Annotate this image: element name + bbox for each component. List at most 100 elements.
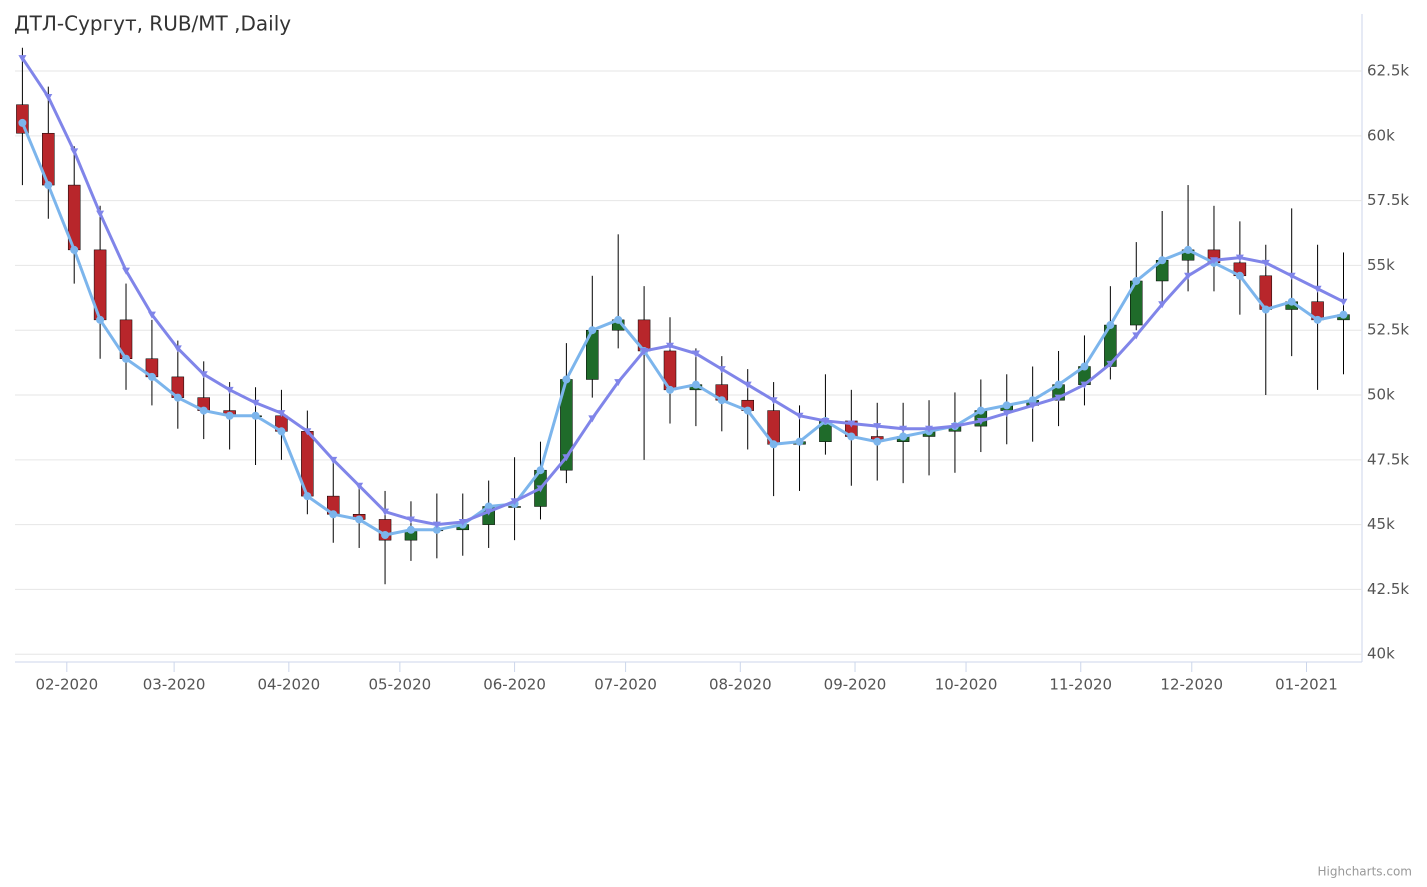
line-marker	[277, 410, 286, 418]
line-marker	[976, 406, 985, 415]
line-marker	[873, 437, 882, 446]
y-tick-label: 50k	[1367, 386, 1395, 404]
y-tick-label: 60k	[1367, 126, 1395, 144]
line-marker	[795, 412, 804, 420]
y-tick-label: 57.5k	[1367, 191, 1409, 209]
y-tick-label: 62.5k	[1367, 62, 1409, 80]
line-marker	[1080, 381, 1089, 389]
line-marker	[18, 55, 27, 63]
line-marker	[147, 372, 156, 381]
line-marker	[303, 492, 312, 501]
x-tick-label: 09-2020	[824, 676, 887, 694]
line-marker	[147, 311, 156, 319]
y-tick-label: 45k	[1367, 515, 1395, 533]
y-tick-label: 52.5k	[1367, 321, 1409, 339]
line-marker	[122, 267, 131, 275]
line-marker	[769, 397, 778, 405]
line-marker	[665, 385, 674, 394]
line-marker	[1184, 272, 1193, 280]
x-tick-label: 05-2020	[369, 676, 432, 694]
line-marker	[614, 379, 623, 387]
line-marker	[225, 386, 234, 394]
line-marker	[795, 437, 804, 446]
x-tick-label: 03-2020	[143, 676, 206, 694]
line-marker	[381, 508, 390, 516]
line-marker	[484, 508, 493, 516]
line-marker	[821, 417, 830, 425]
line-marker	[1106, 321, 1115, 330]
line-marker	[199, 406, 208, 415]
line-marker	[1261, 305, 1270, 314]
line-marker	[1235, 271, 1244, 280]
line-marker	[1184, 245, 1193, 254]
line-marker	[1132, 276, 1141, 285]
line-marker	[1028, 396, 1037, 405]
line-marker	[743, 381, 752, 389]
line-marker	[44, 93, 53, 101]
line-marker	[96, 210, 105, 218]
line-marker	[640, 347, 649, 355]
y-tick-label: 55k	[1367, 256, 1395, 274]
line-marker	[588, 415, 597, 423]
line-marker	[355, 482, 364, 490]
line-marker	[1287, 297, 1296, 306]
line-marker	[1002, 401, 1011, 410]
line-marker	[1261, 259, 1270, 267]
line-marker	[70, 245, 79, 254]
line-marker	[1054, 394, 1063, 402]
line-marker	[432, 521, 441, 529]
line-marker	[614, 315, 623, 324]
line-marker	[251, 411, 260, 420]
chart-title: ДТЛ-Сургут, RUB/MT ,Daily	[14, 12, 291, 36]
line-marker	[458, 519, 467, 527]
line-marker	[277, 427, 286, 436]
line-marker	[769, 440, 778, 449]
x-tick-label: 11-2020	[1049, 676, 1112, 694]
x-tick-label: 04-2020	[257, 676, 320, 694]
line-marker	[1158, 301, 1167, 309]
line-marker	[950, 423, 959, 431]
credits[interactable]: Highcharts.com	[1318, 865, 1412, 879]
line-marker	[562, 454, 571, 462]
line-marker	[1028, 402, 1037, 410]
line-marker	[1313, 315, 1322, 324]
line	[21, 57, 1345, 527]
line-marker	[691, 350, 700, 358]
y-tick-label: 40k	[1367, 645, 1395, 663]
line-marker	[536, 466, 545, 475]
line-marker	[355, 515, 364, 524]
x-tick-label: 12-2020	[1160, 676, 1223, 694]
y-tick-label: 47.5k	[1367, 450, 1409, 468]
line-marker	[588, 326, 597, 335]
x-tick-label: 01-2021	[1275, 676, 1338, 694]
line-marker	[510, 498, 519, 506]
line-marker	[1235, 254, 1244, 262]
line-marker	[1313, 285, 1322, 293]
line-marker	[925, 425, 934, 433]
line-marker	[899, 432, 908, 441]
line-marker	[1158, 256, 1167, 265]
line-marker	[873, 423, 882, 431]
line-marker	[1209, 257, 1218, 265]
line	[21, 122, 1344, 537]
line-marker	[899, 425, 908, 433]
line-marker	[691, 380, 700, 389]
line-marker	[847, 432, 856, 441]
x-tick-label: 02-2020	[35, 676, 98, 694]
line-marker	[173, 345, 182, 353]
x-tick-label: 10-2020	[935, 676, 998, 694]
line-marker	[1339, 298, 1348, 306]
line-marker	[251, 399, 260, 407]
x-tick-label: 06-2020	[483, 676, 546, 694]
line-marker	[536, 485, 545, 493]
x-tick-label: 08-2020	[709, 676, 772, 694]
line-marker	[122, 354, 131, 363]
line-marker	[70, 148, 79, 156]
line-marker	[406, 525, 415, 534]
line-marker	[847, 420, 856, 428]
line-marker	[484, 502, 493, 511]
line-marker	[44, 181, 53, 190]
line-marker	[1080, 362, 1089, 371]
line-marker	[1002, 410, 1011, 418]
